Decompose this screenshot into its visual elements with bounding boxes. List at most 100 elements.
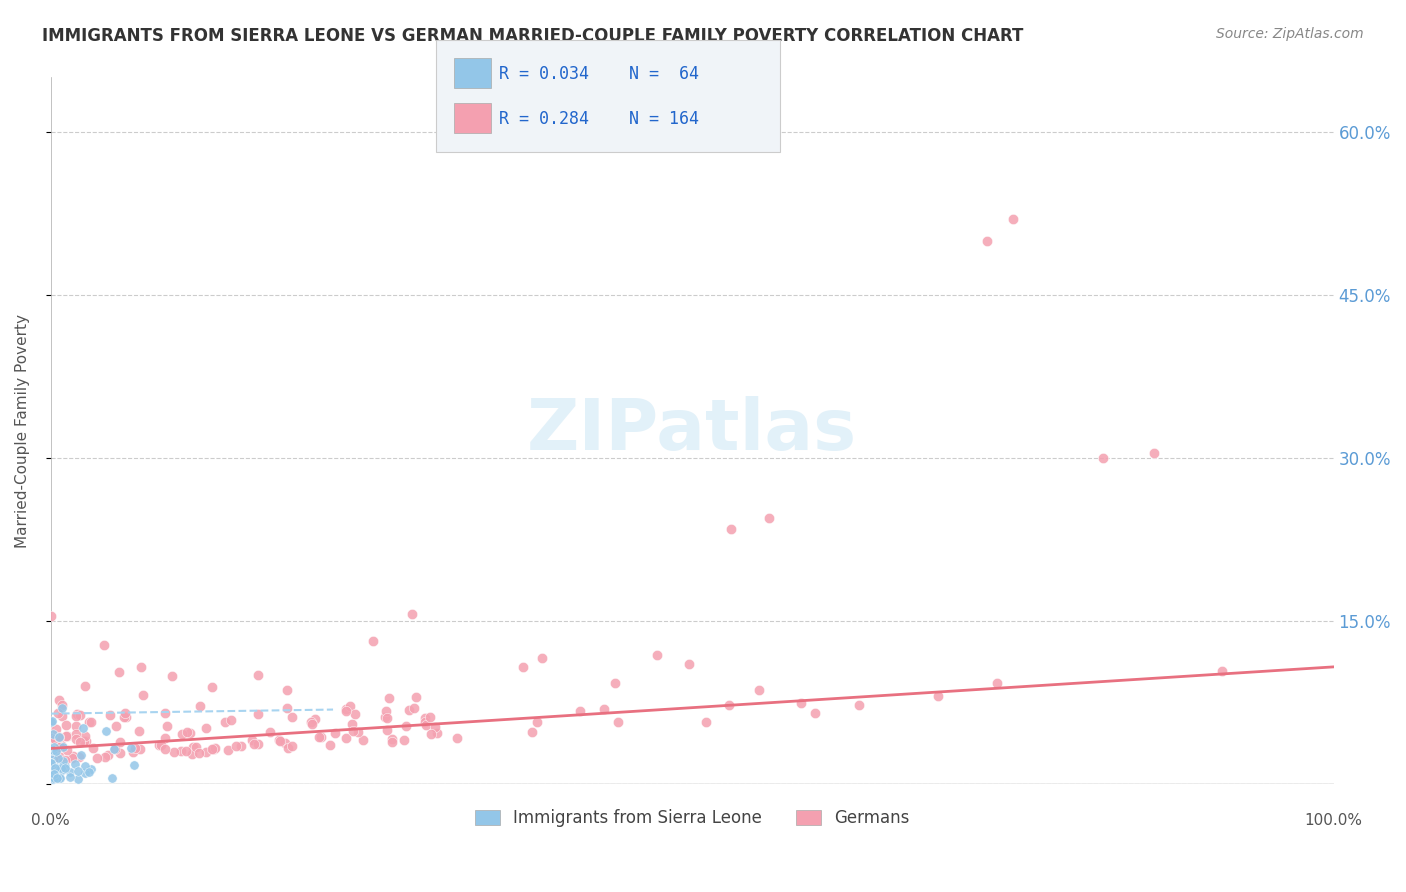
Text: IMMIGRANTS FROM SIERRA LEONE VS GERMAN MARRIED-COUPLE FAMILY POVERTY CORRELATION: IMMIGRANTS FROM SIERRA LEONE VS GERMAN M… [42,27,1024,45]
Point [39,731,62,745]
Point [377,723,399,737]
Point [605,676,627,690]
Point [122,758,145,772]
Point [170,727,193,741]
Point [259,725,281,739]
Point [73,765,96,780]
Point [202,741,225,756]
Point [426,726,449,740]
Point [276,701,298,715]
Point [129,660,152,674]
Point [86,751,108,765]
Point [39,758,62,772]
Point [201,681,224,695]
Point [39,743,62,757]
Point [42,753,65,767]
Point [72,721,94,735]
Point [1143,445,1166,459]
Point [281,739,304,754]
Point [98,708,121,723]
Point [246,737,269,751]
Point [65,732,87,747]
Point [75,679,97,693]
Point [73,734,96,748]
Point [394,733,416,747]
Point [280,710,302,724]
Point [42,727,65,741]
Text: 100.0%: 100.0% [1305,813,1362,828]
Point [512,660,534,674]
Point [181,747,204,761]
Point [720,522,742,536]
Point [66,707,89,722]
Point [104,742,127,756]
Point [423,720,446,734]
Point [39,749,62,764]
Point [94,750,117,764]
Point [309,731,332,745]
Point [276,683,298,698]
Point [48,730,70,744]
Point [108,665,131,679]
Point [790,696,813,710]
Point [274,736,297,750]
Point [246,706,269,721]
Point [174,744,197,758]
Point [415,718,437,732]
Point [176,725,198,739]
Point [42,742,65,756]
Point [56,743,79,757]
Point [49,739,72,754]
Point [156,719,179,733]
Point [101,771,124,785]
Point [120,740,142,755]
Point [269,733,291,747]
Point [181,740,204,755]
Point [44,731,66,746]
Point [45,769,67,783]
Point [77,715,100,730]
Point [55,717,77,731]
Point [569,704,592,718]
Point [179,725,201,739]
Point [231,739,253,753]
Point [1211,665,1233,679]
Text: R = 0.034    N =  64: R = 0.034 N = 64 [499,65,699,83]
Point [375,711,398,725]
Point [42,739,65,754]
Point [1001,211,1024,226]
Point [200,741,222,756]
Point [342,723,364,738]
Legend: Immigrants from Sierra Leone, Germans: Immigrants from Sierra Leone, Germans [468,803,917,834]
Point [150,738,173,752]
Point [758,511,780,525]
Point [49,740,72,755]
Point [39,772,62,786]
Point [413,714,436,729]
Point [41,767,63,781]
Point [301,717,323,731]
Point [65,719,87,733]
Point [51,701,73,715]
Point [986,676,1008,690]
Point [531,650,554,665]
Point [217,742,239,756]
Point [44,766,66,780]
Point [45,760,67,774]
Point [59,770,82,784]
Point [42,759,65,773]
Point [42,771,65,785]
Point [48,750,70,764]
Text: Source: ZipAtlas.com: Source: ZipAtlas.com [1216,27,1364,41]
Point [55,759,77,773]
Point [607,715,630,730]
Point [520,725,543,739]
Point [269,734,291,748]
Point [69,735,91,749]
Point [419,710,441,724]
Point [62,748,84,763]
Point [67,750,90,764]
Point [53,761,76,775]
Point [44,770,66,784]
Point [201,742,224,756]
